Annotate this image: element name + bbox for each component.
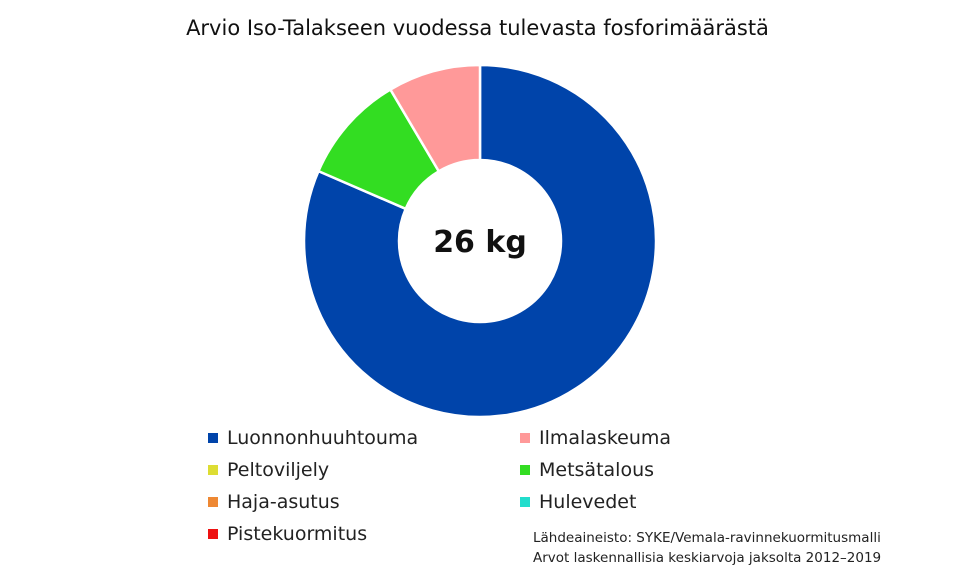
legend-label-metsatalous: Metsätalous [539, 459, 655, 481]
legend-swatch-luonnonhuuhtouma [208, 433, 218, 443]
source-line-2: Arvot laskennallisia keskiarvoja jaksolt… [533, 550, 882, 566]
legend-label-ilmalaskeuma: Ilmalaskeuma [539, 427, 672, 449]
legend-swatch-pistekuormitus [208, 529, 218, 539]
legend-label-pistekuormitus: Pistekuormitus [227, 523, 368, 545]
legend-item-luonnonhuuhtouma: Luonnonhuuhtouma [208, 427, 418, 449]
legend-swatch-haja-asutus [208, 497, 218, 507]
legend-label-luonnonhuuhtouma: Luonnonhuuhtouma [227, 427, 419, 449]
center-total-label: 26 kg [433, 225, 527, 260]
slice-luonnonhuuhtouma [302, 63, 658, 419]
source-line-1: Lähdeaineisto: SYKE/Vemala-ravinnekuormi… [533, 530, 881, 546]
legend-item-haja-asutus: Haja-asutus [208, 491, 340, 513]
legend-label-hulevedet: Hulevedet [539, 491, 637, 513]
legend-swatch-metsatalous [520, 465, 530, 475]
legend-item-peltoviljely: Peltoviljely [208, 459, 329, 481]
legend-item-hulevedet: Hulevedet [520, 491, 636, 513]
legend-swatch-ilmalaskeuma [520, 433, 530, 443]
legend-label-peltoviljely: Peltoviljely [227, 459, 330, 481]
legend-item-pistekuormitus: Pistekuormitus [208, 523, 367, 545]
source-note: Lähdeaineisto: SYKE/Vemala-ravinnekuormi… [533, 528, 881, 568]
legend-label-haja-asutus: Haja-asutus [227, 491, 340, 513]
chart-title: Arvio Iso-Talakseen vuodessa tulevasta f… [186, 16, 769, 40]
slice-ilmalaskeuma [388, 63, 482, 173]
legend-swatch-hulevedet [520, 497, 530, 507]
legend-swatch-peltoviljely [208, 465, 218, 475]
legend-item-metsatalous: Metsätalous [520, 459, 654, 481]
legend-item-ilmalaskeuma: Ilmalaskeuma [520, 427, 671, 449]
